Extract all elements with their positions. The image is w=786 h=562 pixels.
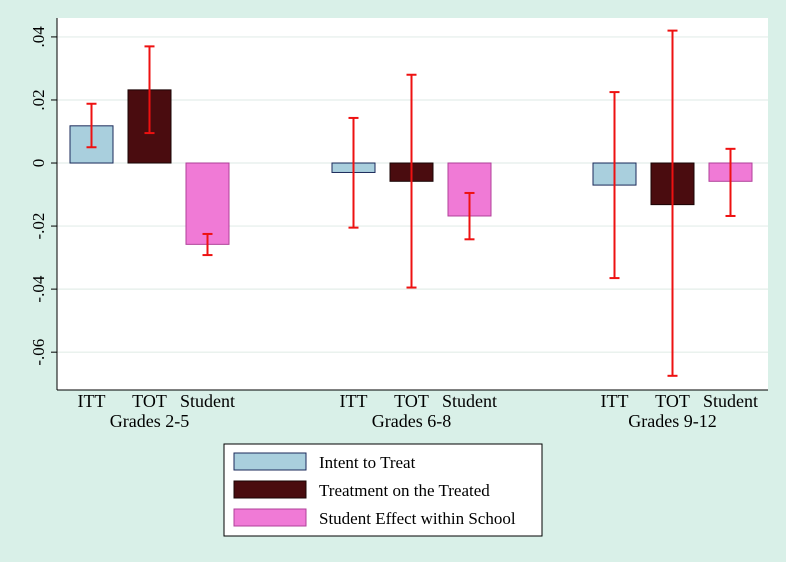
y-ticks: .04 .02 0 -.02 -.04 -.06 [29,26,57,366]
y-tick-label: 0 [29,159,48,168]
bar-label: Student [180,391,235,411]
y-tick-label: .04 [29,26,48,48]
bar-label: Student [703,391,758,411]
legend-label-itt: Intent to Treat [319,453,416,472]
y-tick-label: .02 [29,89,48,110]
group-label: Grades 6-8 [372,411,451,431]
bar-student [185,162,230,245]
y-tick-label: -.04 [29,275,48,302]
legend-swatch-tot [233,480,307,499]
y-tick-label: -.06 [29,339,48,366]
bar-label: ITT [78,391,106,411]
bar-label: Student [442,391,497,411]
legend-swatch-itt [233,452,307,471]
bar-label: TOT [655,391,690,411]
bar-label: ITT [340,391,368,411]
group-label: Grades 9-12 [628,411,716,431]
legend-swatch-student [233,508,307,527]
bar-label: TOT [394,391,429,411]
y-tick-label: -.02 [29,213,48,240]
legend-label-tot: Treatment on the Treated [319,481,490,500]
error-bars [86,29,736,377]
legend: Intent to Treat Treatment on the Treated… [223,443,543,537]
group-label: Grades 2-5 [110,411,189,431]
legend-label-student: Student Effect within School [319,509,516,528]
bar-label: TOT [132,391,167,411]
bar-label: ITT [601,391,629,411]
